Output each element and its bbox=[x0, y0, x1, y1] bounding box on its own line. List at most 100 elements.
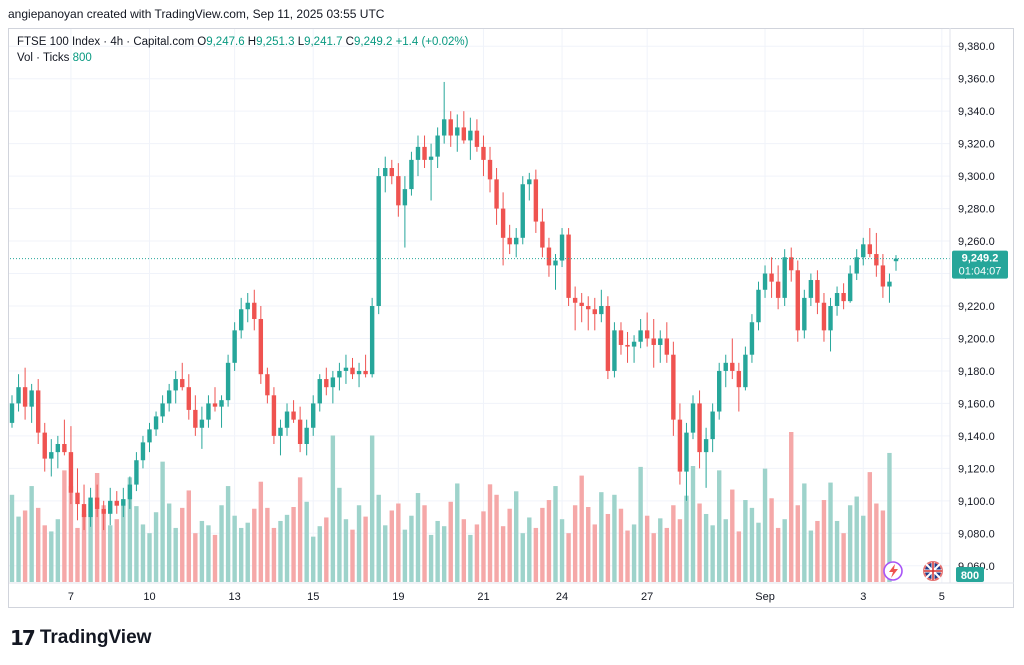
candle-body bbox=[16, 387, 21, 404]
x-tick-label: 13 bbox=[229, 591, 241, 603]
volume-bar bbox=[880, 510, 886, 582]
volume-bar bbox=[219, 505, 224, 582]
candle bbox=[435, 127, 440, 168]
y-tick-label: 9,320.0 bbox=[958, 139, 995, 151]
candle bbox=[49, 439, 54, 477]
candle-body bbox=[736, 370, 742, 388]
candle bbox=[815, 270, 820, 315]
volume-bar bbox=[317, 526, 322, 582]
volume-bar bbox=[55, 519, 61, 582]
volume-bar bbox=[487, 484, 493, 582]
candle-body bbox=[487, 159, 493, 180]
candle bbox=[225, 354, 231, 407]
candle-body bbox=[337, 370, 342, 378]
candle-body bbox=[540, 221, 545, 248]
volume-bar bbox=[468, 534, 473, 582]
volume-bar bbox=[199, 520, 205, 582]
volume-bar bbox=[782, 519, 787, 582]
candle bbox=[710, 403, 715, 453]
volume-bar bbox=[841, 533, 846, 582]
candle bbox=[428, 143, 434, 201]
candle bbox=[369, 297, 375, 378]
candle-body bbox=[297, 419, 303, 444]
volume-bar bbox=[140, 524, 146, 582]
candle-body bbox=[356, 370, 362, 375]
candle bbox=[631, 335, 637, 363]
volume-bar bbox=[225, 486, 231, 582]
volume-bar bbox=[376, 494, 381, 582]
y-tick-label: 9,160.0 bbox=[958, 398, 995, 410]
candle bbox=[81, 484, 87, 531]
candle bbox=[238, 297, 244, 339]
candle-body bbox=[546, 247, 552, 266]
candle-body bbox=[756, 289, 761, 323]
y-tick-label: 9,340.0 bbox=[958, 106, 995, 118]
x-tick-label: 27 bbox=[641, 591, 653, 603]
volume-bar bbox=[265, 507, 270, 582]
high-label: H bbox=[247, 36, 257, 48]
volume-bar bbox=[271, 527, 277, 582]
flash-icon[interactable] bbox=[883, 561, 903, 581]
candle bbox=[736, 362, 742, 412]
candle bbox=[199, 406, 205, 449]
y-tick-label: 9,360.0 bbox=[958, 74, 995, 86]
volume-label[interactable]: Vol · Ticks bbox=[17, 52, 70, 64]
candle bbox=[520, 176, 525, 245]
volume-bar bbox=[867, 472, 873, 582]
volume-bar bbox=[500, 526, 506, 582]
candle bbox=[101, 500, 106, 531]
volume-bar bbox=[166, 503, 172, 582]
candle-body bbox=[265, 374, 270, 396]
candle bbox=[232, 322, 237, 371]
candle bbox=[592, 297, 597, 331]
y-tick-label: 9,120.0 bbox=[958, 463, 995, 475]
candle bbox=[75, 468, 80, 521]
volume-value: 800 bbox=[72, 52, 92, 64]
candle-body bbox=[402, 189, 408, 206]
candle bbox=[343, 354, 349, 384]
volume-bar bbox=[697, 503, 702, 582]
volume-bar bbox=[396, 503, 401, 582]
volume-bar bbox=[363, 516, 368, 582]
candle-body bbox=[140, 442, 146, 461]
volume-bar bbox=[35, 507, 41, 582]
volume-bar bbox=[153, 512, 159, 582]
candle bbox=[180, 362, 185, 391]
candle bbox=[363, 354, 368, 378]
candle bbox=[847, 265, 853, 303]
volume-bar bbox=[304, 501, 309, 582]
volume-bar bbox=[173, 527, 178, 582]
candle-body bbox=[304, 427, 309, 444]
candle-body bbox=[586, 306, 591, 310]
candle bbox=[284, 403, 290, 436]
candle-body bbox=[284, 411, 290, 428]
candle bbox=[717, 362, 722, 420]
candle bbox=[690, 395, 696, 440]
candle-body bbox=[180, 379, 185, 388]
symbol-label[interactable]: FTSE 100 Index · 4h · Capital.com bbox=[17, 36, 195, 48]
volume-bar bbox=[22, 510, 28, 582]
candle bbox=[114, 491, 119, 514]
uk-flag-icon bbox=[923, 561, 943, 581]
candle-body bbox=[415, 146, 421, 160]
y-tick-label: 9,180.0 bbox=[958, 366, 995, 378]
candle-body bbox=[68, 452, 74, 493]
volume-tag-value: 800 bbox=[961, 570, 979, 582]
candle bbox=[160, 395, 165, 423]
tradingview-logo[interactable]: 17 TradingView bbox=[10, 626, 151, 650]
candle-body bbox=[861, 244, 866, 258]
candle bbox=[88, 487, 93, 527]
candle bbox=[291, 400, 296, 423]
candle-body bbox=[638, 330, 643, 342]
candle bbox=[9, 395, 15, 428]
volume-bar bbox=[644, 515, 650, 582]
y-tick-label: 9,380.0 bbox=[958, 41, 995, 53]
candle bbox=[651, 318, 656, 368]
candle-body bbox=[789, 257, 794, 271]
last-price-value: 9,249.2 bbox=[962, 253, 999, 265]
candle-body bbox=[762, 273, 768, 290]
candle-body bbox=[428, 156, 434, 160]
candle bbox=[553, 254, 558, 290]
candle-body bbox=[435, 135, 440, 157]
